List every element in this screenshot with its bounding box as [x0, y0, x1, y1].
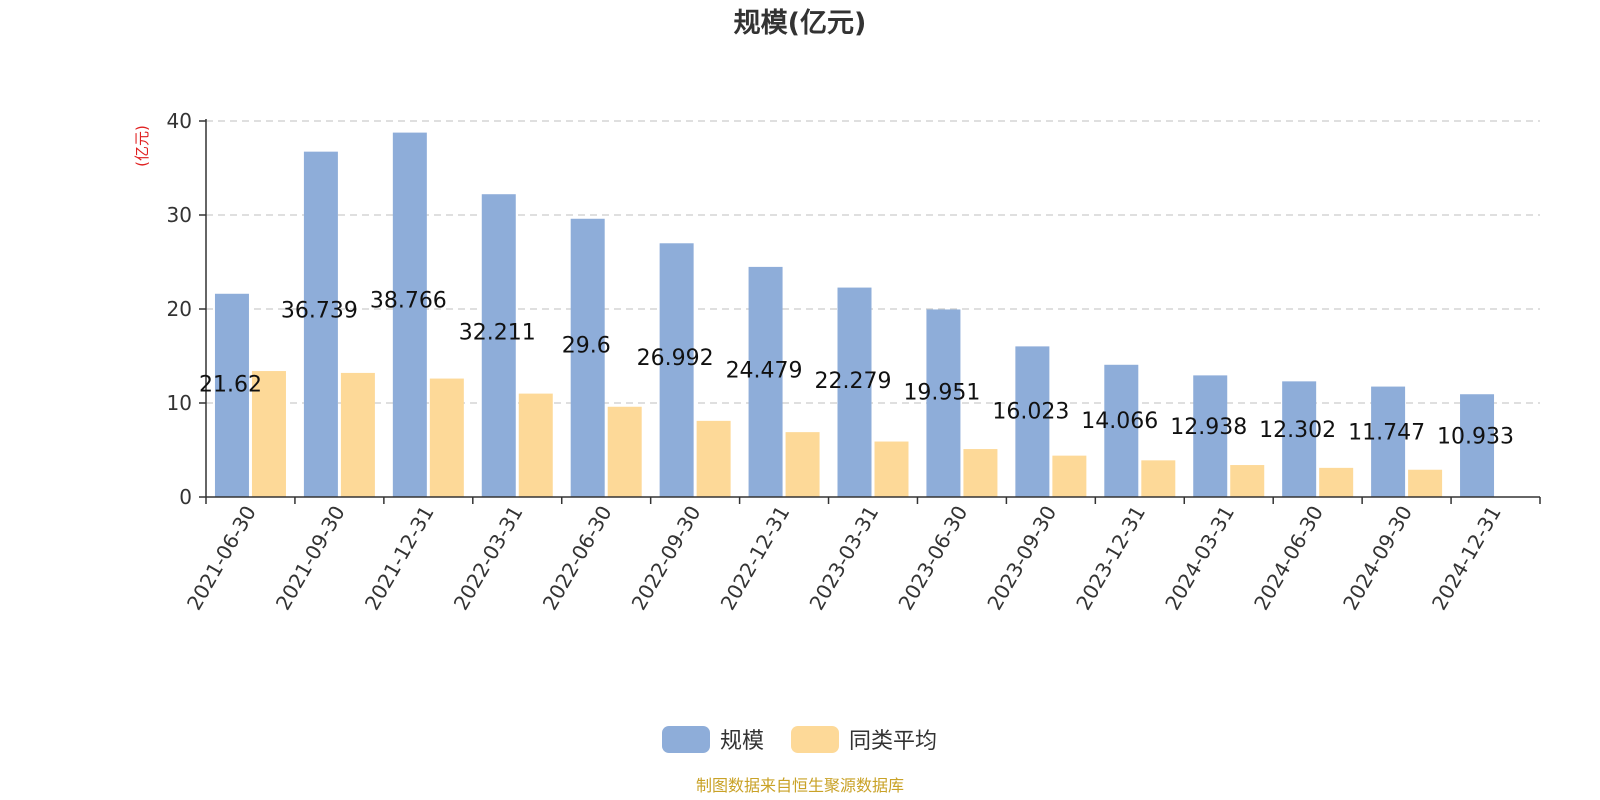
bar-peer-average [785, 432, 820, 497]
y-tick-label: 10 [167, 391, 192, 415]
bar-scale [392, 132, 427, 497]
bar-peer-average [607, 406, 642, 497]
legend: 规模 同类平均 [662, 726, 937, 754]
x-tick-label: 2023-03-31 [804, 502, 883, 615]
data-label: 26.992 [637, 346, 714, 371]
x-tick-label: 2024-06-30 [1249, 502, 1328, 615]
bar-scale [659, 243, 694, 497]
data-label: 19.951 [903, 380, 980, 405]
y-tick-label: 30 [167, 203, 192, 227]
y-axis-unit-label: (亿元) [133, 125, 151, 167]
grid-lines [206, 120, 1540, 404]
y-tick-label: 0 [179, 485, 192, 509]
x-tick-label: 2021-09-30 [271, 502, 350, 615]
x-tick-label: 2022-06-30 [538, 502, 617, 615]
bar-peer-average [1408, 469, 1443, 497]
data-label: 36.739 [281, 298, 358, 323]
y-tick-label: 40 [167, 109, 192, 133]
bar-peer-average [1052, 455, 1087, 497]
x-tick-label: 2023-09-30 [982, 502, 1061, 615]
x-tick-label: 2023-12-31 [1071, 502, 1150, 615]
data-label: 29.6 [562, 333, 611, 358]
data-labels: 21.62 36.739 38.766 32.211 29.6 26.992 24.479 2… [199, 289, 1514, 450]
bar-scale [481, 194, 516, 497]
data-label: 10.933 [1437, 425, 1514, 450]
data-label: 14.066 [1081, 409, 1158, 434]
data-label: 16.023 [992, 400, 1069, 425]
y-tick-label: 20 [167, 297, 192, 321]
legend-label: 规模 [720, 729, 764, 754]
bar-peer-average [1230, 465, 1265, 497]
bar-scale [1371, 386, 1406, 497]
bar-peer-average [518, 393, 553, 497]
data-label: 24.479 [726, 358, 803, 383]
bar-scale [1104, 364, 1139, 497]
bar-scale [570, 218, 605, 497]
bar-peer-average [874, 441, 909, 497]
x-axis: 2021-06-30 2021-09-30 2021-12-31 2022-03-31… [182, 496, 1541, 615]
data-label: 21.62 [199, 372, 262, 397]
bar-scale [303, 151, 338, 498]
bar-scale [748, 266, 783, 497]
x-tick-label: 2022-09-30 [627, 502, 706, 615]
data-label: 32.211 [459, 321, 536, 346]
x-tick-label: 2024-03-31 [1160, 502, 1239, 615]
bar-peer-average [1141, 460, 1176, 497]
bar-scale [837, 287, 872, 497]
bar-scale [1282, 381, 1317, 497]
source-note: 制图数据来自恒生聚源数据库 [696, 776, 904, 795]
data-label: 22.279 [815, 369, 892, 394]
bar-scale [1193, 375, 1228, 497]
x-tick-label: 2023-06-30 [893, 502, 972, 615]
bar-peer-average [963, 449, 998, 497]
bar-peer-average [696, 420, 731, 497]
bar-peer-average [1319, 467, 1354, 497]
data-label: 12.302 [1259, 418, 1336, 443]
x-tick-label: 2024-09-30 [1338, 502, 1417, 615]
legend-label: 同类平均 [849, 729, 937, 754]
y-axis: 0 10 20 30 40 [167, 109, 207, 509]
x-tick-label: 2022-03-31 [449, 502, 528, 615]
bars [214, 132, 1495, 498]
x-tick-label: 2021-06-30 [182, 502, 261, 615]
x-tick-label: 2022-12-31 [715, 502, 794, 615]
legend-swatch [791, 726, 839, 753]
x-tick-label: 2024-12-31 [1427, 502, 1506, 615]
bar-scale [1015, 346, 1050, 497]
data-label: 38.766 [370, 289, 447, 314]
bar-peer-average [429, 378, 464, 497]
bar-scale [926, 309, 961, 497]
bar-scale [214, 293, 249, 497]
data-label: 11.747 [1348, 421, 1425, 446]
data-label: 12.938 [1170, 415, 1247, 440]
bar-peer-average [340, 372, 375, 497]
chart-title: 规模(亿元) [734, 8, 867, 39]
bar-peer-average [251, 371, 286, 497]
legend-swatch [662, 726, 710, 753]
x-tick-label: 2021-12-31 [360, 502, 439, 615]
bar-scale [1460, 394, 1495, 497]
